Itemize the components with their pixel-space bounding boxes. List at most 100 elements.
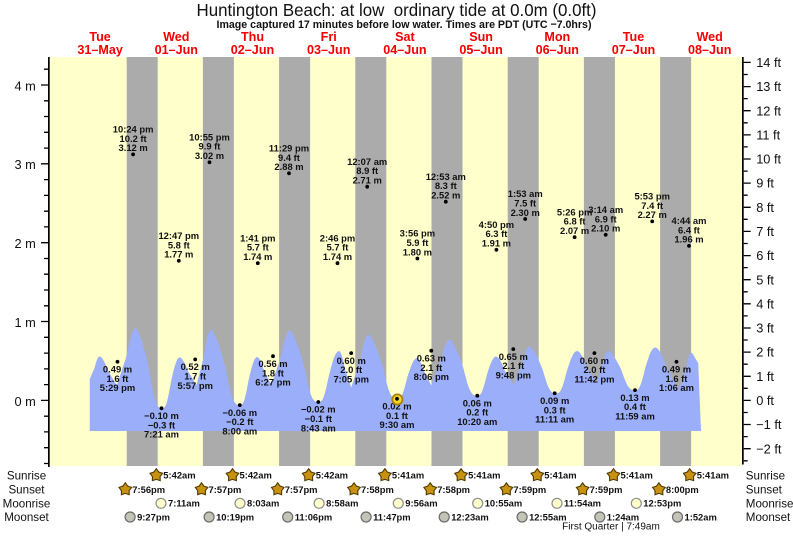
svg-text:9:30 am: 9:30 am — [380, 419, 415, 430]
svg-text:1.74 m: 1.74 m — [323, 251, 352, 262]
svg-text:9:48 pm: 9:48 pm — [496, 370, 531, 381]
svg-text:5.9 ft: 5.9 ft — [406, 237, 428, 248]
svg-text:5.7 ft: 5.7 ft — [327, 242, 349, 253]
svg-text:Thu: Thu — [241, 30, 264, 44]
svg-text:7:58pm: 7:58pm — [361, 484, 394, 495]
svg-text:01–Jun: 01–Jun — [155, 43, 198, 57]
svg-text:7:21 am: 7:21 am — [144, 429, 179, 440]
svg-text:Tue: Tue — [623, 30, 644, 44]
svg-text:7.4 ft: 7.4 ft — [641, 200, 663, 211]
svg-text:6.9 ft: 6.9 ft — [595, 213, 617, 224]
svg-text:2 ft: 2 ft — [756, 345, 774, 360]
svg-text:Moonrise: Moonrise — [3, 497, 51, 510]
svg-text:11 ft: 11 ft — [756, 128, 780, 143]
svg-text:Moonrise: Moonrise — [746, 497, 793, 510]
svg-text:10 ft: 10 ft — [756, 152, 781, 167]
svg-text:11:29 pm: 11:29 pm — [269, 142, 309, 153]
svg-text:6 ft: 6 ft — [756, 248, 774, 263]
svg-text:0.13 m: 0.13 m — [620, 392, 649, 403]
svg-text:7:56pm: 7:56pm — [132, 484, 165, 495]
svg-text:0.2 ft: 0.2 ft — [466, 407, 488, 418]
svg-text:−0.10 m: −0.10 m — [144, 410, 179, 421]
svg-text:06–Jun: 06–Jun — [536, 43, 579, 57]
svg-text:1 ft: 1 ft — [756, 369, 774, 384]
svg-text:0.06 m: 0.06 m — [463, 397, 492, 408]
svg-text:2.0 ft: 2.0 ft — [340, 364, 362, 375]
svg-text:12:07 am: 12:07 am — [347, 156, 387, 167]
svg-text:0.02 m: 0.02 m — [382, 401, 411, 412]
svg-text:0.09 m: 0.09 m — [540, 395, 569, 406]
svg-text:5:57 pm: 5:57 pm — [177, 380, 212, 391]
svg-text:2.30 m: 2.30 m — [511, 207, 540, 218]
svg-text:1.96 m: 1.96 m — [674, 234, 703, 245]
svg-text:1:41 pm: 1:41 pm — [240, 232, 275, 243]
svg-text:5:42am: 5:42am — [163, 470, 195, 481]
svg-text:−0.02 m: −0.02 m — [301, 404, 336, 415]
svg-text:2.1 ft: 2.1 ft — [502, 360, 524, 371]
svg-text:4:44 am: 4:44 am — [672, 215, 707, 226]
svg-text:−0.1 ft: −0.1 ft — [305, 413, 332, 424]
svg-text:Image captured 17 minutes befo: Image captured 17 minutes before low wat… — [217, 19, 592, 31]
svg-text:1:24am: 1:24am — [607, 511, 639, 522]
svg-text:1.6 ft: 1.6 ft — [107, 373, 129, 384]
svg-text:4 m: 4 m — [14, 78, 35, 93]
svg-text:12 ft: 12 ft — [756, 103, 781, 118]
svg-text:2.52 m: 2.52 m — [431, 190, 460, 201]
svg-text:7:58pm: 7:58pm — [437, 484, 470, 495]
svg-text:5:42am: 5:42am — [240, 470, 272, 481]
svg-text:2.71 m: 2.71 m — [353, 175, 382, 186]
svg-text:8:06 pm: 8:06 pm — [414, 371, 449, 382]
svg-text:Wed: Wed — [697, 30, 723, 44]
svg-text:Moonset: Moonset — [4, 511, 49, 524]
svg-text:Wed: Wed — [163, 30, 189, 44]
svg-text:5:29 pm: 5:29 pm — [100, 382, 135, 393]
svg-text:9:27pm: 9:27pm — [137, 511, 170, 522]
svg-text:11:06pm: 11:06pm — [295, 511, 333, 522]
svg-text:8:43 am: 8:43 am — [301, 422, 336, 433]
svg-text:1.77 m: 1.77 m — [164, 249, 193, 260]
svg-text:1.8 ft: 1.8 ft — [262, 367, 284, 378]
svg-text:0.4 ft: 0.4 ft — [624, 401, 646, 412]
svg-text:Sunrise: Sunrise — [7, 469, 46, 482]
svg-text:Huntington Beach: at low ordi: Huntington Beach: at low ordinary tide a… — [197, 0, 597, 20]
svg-text:7:57pm: 7:57pm — [209, 484, 242, 495]
svg-text:11:59 am: 11:59 am — [615, 411, 655, 422]
svg-text:Sun: Sun — [469, 30, 493, 44]
svg-text:2 m: 2 m — [14, 236, 35, 251]
svg-text:−2 ft: −2 ft — [756, 441, 782, 456]
svg-text:0.49 m: 0.49 m — [662, 364, 691, 375]
svg-text:3.02 m: 3.02 m — [195, 150, 224, 161]
svg-text:10:55 pm: 10:55 pm — [189, 131, 230, 142]
svg-text:−0.2 ft: −0.2 ft — [226, 416, 253, 427]
svg-text:2.1 ft: 2.1 ft — [420, 362, 442, 373]
svg-text:8:03am: 8:03am — [247, 498, 279, 509]
svg-text:1.74 m: 1.74 m — [243, 251, 272, 262]
svg-text:8:00pm: 8:00pm — [666, 484, 699, 495]
svg-text:11:54am: 11:54am — [564, 498, 601, 509]
svg-text:07–Jun: 07–Jun — [612, 43, 655, 57]
svg-text:04–Jun: 04–Jun — [383, 43, 426, 57]
svg-text:5.8 ft: 5.8 ft — [168, 239, 190, 250]
svg-text:1:53 am: 1:53 am — [508, 188, 543, 199]
svg-text:Sat: Sat — [395, 30, 415, 44]
svg-text:0.49 m: 0.49 m — [103, 364, 132, 375]
svg-text:10:55am: 10:55am — [485, 498, 523, 509]
svg-text:10:24 pm: 10:24 pm — [113, 124, 154, 135]
svg-text:1.80 m: 1.80 m — [403, 246, 432, 257]
svg-text:4 ft: 4 ft — [756, 296, 774, 311]
svg-text:10.2 ft: 10.2 ft — [120, 133, 147, 144]
svg-text:1.91 m: 1.91 m — [482, 238, 511, 249]
svg-text:0.56 m: 0.56 m — [258, 358, 287, 369]
svg-text:08–Jun: 08–Jun — [688, 43, 731, 57]
svg-text:11:47pm: 11:47pm — [373, 511, 411, 522]
svg-text:9.9 ft: 9.9 ft — [199, 141, 221, 152]
svg-text:2:46 pm: 2:46 pm — [320, 232, 355, 243]
svg-text:5:41am: 5:41am — [468, 470, 500, 481]
svg-text:1.6 ft: 1.6 ft — [666, 373, 688, 384]
svg-text:7:11am: 7:11am — [168, 498, 200, 509]
svg-text:5:41am: 5:41am — [392, 470, 424, 481]
svg-text:Sunset: Sunset — [8, 483, 45, 496]
svg-text:3:56 pm: 3:56 pm — [400, 228, 435, 239]
svg-text:5:53 pm: 5:53 pm — [634, 191, 669, 202]
svg-text:0.52 m: 0.52 m — [181, 361, 210, 372]
